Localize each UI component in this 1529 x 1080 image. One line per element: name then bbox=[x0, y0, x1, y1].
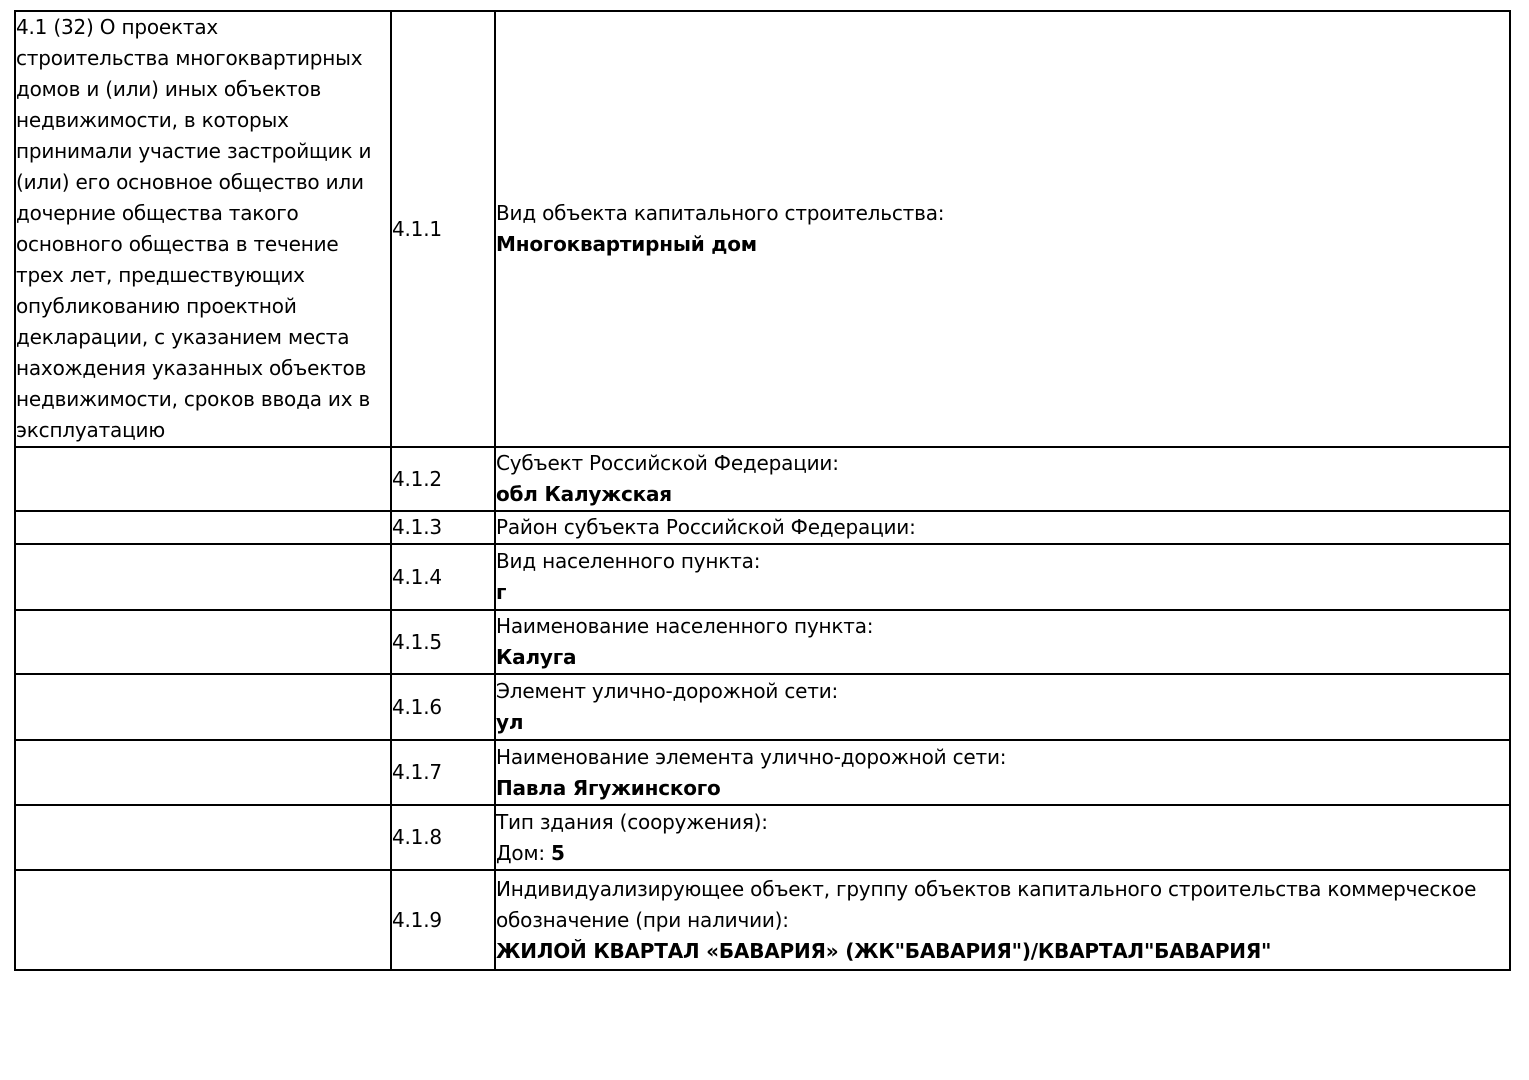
empty-cell bbox=[14, 609, 392, 675]
value-text: ЖИЛОЙ КВАРТАЛ «БАВАРИЯ» (ЖК"БАВАРИЯ")/КВ… bbox=[496, 938, 1272, 963]
section-description-cell: 4.1 (32) О проектах строительства многок… bbox=[14, 10, 392, 448]
field-label: Наименование населенного пункта: bbox=[496, 614, 874, 638]
value-text: Многоквартирный дом bbox=[496, 232, 757, 256]
table-row: 4.1.8 Тип здания (сооружения): Дом: 5 bbox=[14, 804, 1511, 871]
empty-cell bbox=[14, 446, 392, 512]
empty-cell bbox=[14, 673, 392, 741]
value-text: Павла Ягужинского bbox=[496, 775, 721, 800]
row-content-cell: Вид объекта капитального строительства: … bbox=[494, 10, 1511, 448]
empty-cell bbox=[14, 739, 392, 806]
row-content-cell: Субъект Российской Федерации: обл Калужс… bbox=[494, 446, 1511, 512]
field-value: Калуга bbox=[496, 642, 1508, 672]
row-content-cell: Элемент улично-дорожной сети: ул bbox=[494, 673, 1511, 741]
row-content-cell: Вид населенного пункта: г bbox=[494, 543, 1511, 611]
table-row: 4.1.7 Наименование элемента улично-дорож… bbox=[14, 739, 1511, 806]
field-label: Район субъекта Российской Федерации: bbox=[496, 515, 916, 539]
row-number-cell: 4.1.7 bbox=[390, 739, 496, 806]
table-row: 4.1.9 Индивидуализирующее объект, группу… bbox=[14, 869, 1511, 971]
table-row: 4.1.3 Район субъекта Российской Федераци… bbox=[14, 510, 1511, 545]
field-label: Индивидуализирующее объект, группу объек… bbox=[496, 876, 1477, 932]
row-content-cell: Наименование населенного пункта: Калуга bbox=[494, 609, 1511, 675]
row-number-cell: 4.1.9 bbox=[390, 869, 496, 971]
field-value: Дом: 5 bbox=[496, 838, 1508, 869]
field-value: Многоквартирный дом bbox=[496, 229, 1508, 260]
row-number-cell: 4.1.6 bbox=[390, 673, 496, 741]
empty-cell bbox=[14, 510, 392, 545]
empty-cell bbox=[14, 804, 392, 871]
field-label: Вид объекта капитального строительства: bbox=[496, 201, 945, 225]
row-content-cell: Индивидуализирующее объект, группу объек… bbox=[494, 869, 1511, 971]
value-prefix: Дом: bbox=[496, 840, 552, 865]
table-row: 4.1.2 Субъект Российской Федерации: обл … bbox=[14, 446, 1511, 512]
row-number-cell: 4.1.2 bbox=[390, 446, 496, 512]
empty-cell bbox=[14, 869, 392, 971]
field-label: Элемент улично-дорожной сети: bbox=[496, 679, 839, 703]
row-number-cell: 4.1.3 bbox=[390, 510, 496, 545]
row-number-cell: 4.1.1 bbox=[390, 10, 496, 448]
table-row: 4.1.6 Элемент улично-дорожной сети: ул bbox=[14, 673, 1511, 741]
value-text: 5 bbox=[551, 840, 565, 865]
row-content-cell: Тип здания (сооружения): Дом: 5 bbox=[494, 804, 1511, 871]
field-value: г bbox=[496, 577, 1508, 608]
row-content-cell: Наименование элемента улично-дорожной се… bbox=[494, 739, 1511, 806]
row-number-cell: 4.1.4 bbox=[390, 543, 496, 611]
row-number-cell: 4.1.5 bbox=[390, 609, 496, 675]
table-row: 4.1.5 Наименование населенного пункта: К… bbox=[14, 609, 1511, 675]
field-label: Субъект Российской Федерации: bbox=[496, 451, 839, 475]
row-number-cell: 4.1.8 bbox=[390, 804, 496, 871]
table-row: 4.1.4 Вид населенного пункта: г bbox=[14, 543, 1511, 611]
empty-cell bbox=[14, 543, 392, 611]
row-content-cell: Район субъекта Российской Федерации: bbox=[494, 510, 1511, 545]
field-value: ЖИЛОЙ КВАРТАЛ «БАВАРИЯ» (ЖК"БАВАРИЯ")/КВ… bbox=[496, 936, 1508, 967]
declaration-table: 4.1 (32) О проектах строительства многок… bbox=[14, 10, 1511, 971]
value-text: г bbox=[496, 580, 507, 604]
value-text: Калуга bbox=[496, 645, 577, 669]
value-text: обл Калужская bbox=[496, 482, 672, 506]
field-label: Вид населенного пункта: bbox=[496, 549, 761, 573]
field-label: Наименование элемента улично-дорожной се… bbox=[496, 744, 1007, 769]
table-row: 4.1 (32) О проектах строительства многок… bbox=[14, 10, 1511, 448]
field-value: обл Калужская bbox=[496, 479, 1508, 509]
field-label: Тип здания (сооружения): bbox=[496, 809, 768, 834]
field-value: ул bbox=[496, 707, 1508, 738]
field-value: Павла Ягужинского bbox=[496, 773, 1508, 804]
value-text: ул bbox=[496, 710, 524, 734]
